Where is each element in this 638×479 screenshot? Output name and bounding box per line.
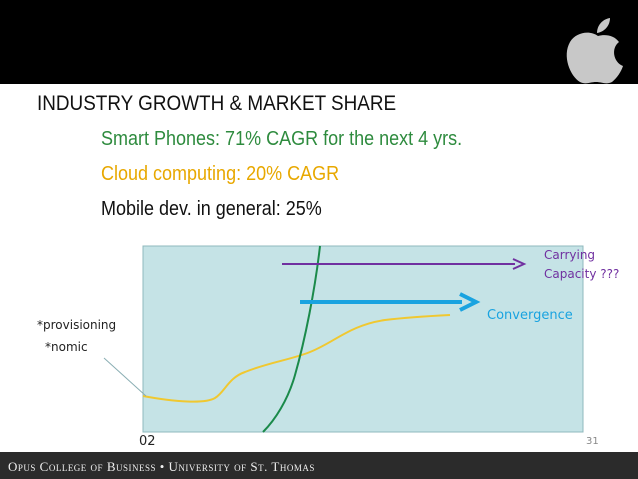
header-bar bbox=[0, 0, 638, 84]
adoption-curve bbox=[142, 314, 451, 403]
bullet: Smart Phones: 71% CAGR for the next 4 yr… bbox=[101, 128, 463, 150]
callout-line bbox=[103, 357, 147, 397]
capacity-arrow-head bbox=[512, 258, 527, 270]
bullet: Mobile dev. in general: 25% bbox=[101, 198, 322, 220]
diagram-area bbox=[142, 245, 584, 433]
bullet: Cloud computing: 20% CAGR bbox=[101, 163, 340, 185]
growth-curve bbox=[262, 245, 321, 433]
convergence-label: Convergence bbox=[487, 308, 573, 323]
convergence-arrow-head bbox=[459, 292, 481, 312]
capacity-label: Capacity ??? bbox=[544, 267, 620, 281]
corner-label: 02 bbox=[139, 434, 156, 449]
footer-text: Opus College of Business • University of… bbox=[8, 459, 315, 474]
provisioning-label: *provisioning bbox=[37, 318, 117, 332]
page-number: 31 bbox=[586, 436, 599, 447]
capacity-label: Carrying bbox=[544, 248, 596, 262]
footer-bar bbox=[0, 452, 638, 479]
slide-title: INDUSTRY GROWTH & MARKET SHARE bbox=[37, 92, 397, 115]
nomic-label: *nomic bbox=[45, 340, 88, 354]
apple-logo bbox=[566, 18, 623, 84]
